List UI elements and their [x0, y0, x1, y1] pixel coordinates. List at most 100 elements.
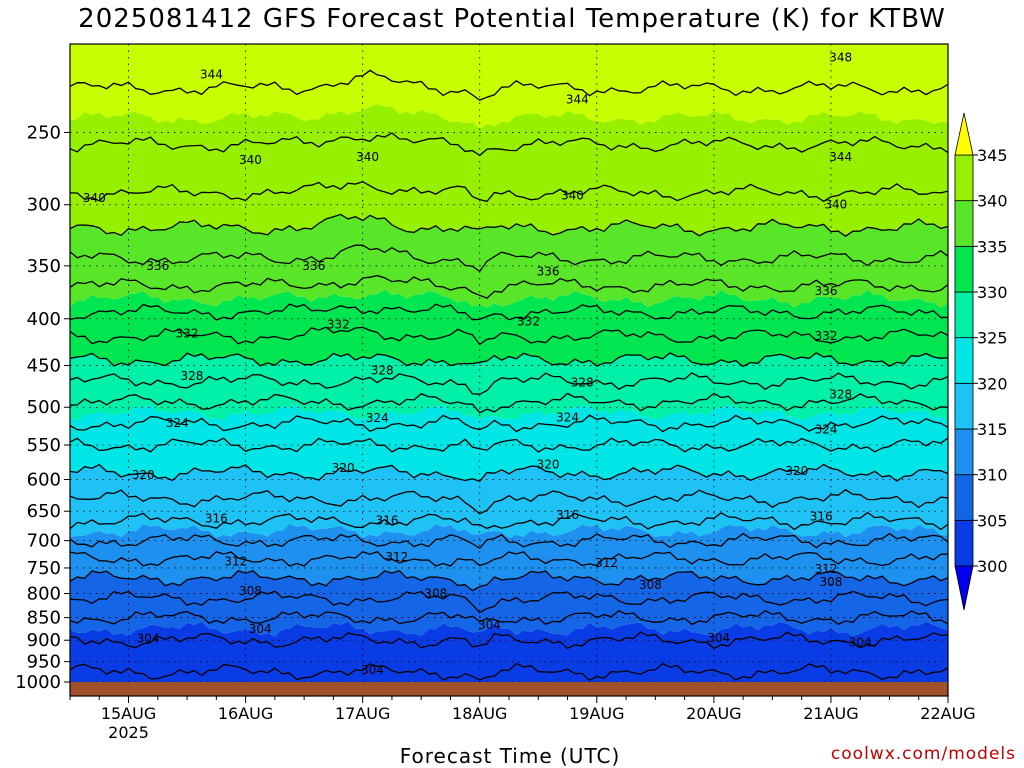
band-305 — [70, 570, 948, 637]
contour-label: 328 — [829, 387, 852, 401]
contour-label: 340 — [561, 188, 584, 202]
contour-label: 316 — [556, 508, 579, 522]
contour-label: 340 — [356, 150, 379, 164]
contour-338 — [70, 244, 948, 273]
contour-label: 340 — [239, 153, 262, 167]
contour-label: 340 — [824, 198, 847, 212]
colorbar-segment — [954, 245, 974, 293]
contour-label: 320 — [132, 468, 155, 482]
y-tick-label: 500 — [27, 397, 61, 418]
contour-306 — [70, 609, 948, 626]
credit-link[interactable]: coolwx.com/models — [830, 744, 1016, 764]
colorbar-extend-top — [954, 112, 974, 156]
y-tick-label: 650 — [27, 501, 61, 522]
contour-label: 336 — [302, 259, 325, 273]
y-tick-label: 450 — [27, 355, 61, 376]
contour-302 — [70, 662, 948, 681]
colorbar-segment — [954, 200, 974, 247]
color-fill-layer — [70, 44, 948, 682]
x-tick-label: 22AUG — [920, 704, 975, 723]
contour-label: 332 — [815, 329, 838, 343]
contour-342 — [70, 180, 948, 203]
contour-label: 320 — [785, 464, 808, 478]
contour-328 — [70, 372, 948, 395]
y-tick-label: 850 — [27, 608, 61, 629]
contour-332 — [70, 326, 948, 346]
y-tick-label: 800 — [27, 584, 61, 605]
contour-label: 304 — [137, 631, 160, 645]
contour-label: 328 — [180, 369, 203, 383]
contour-label: 332 — [517, 315, 540, 329]
contour-label: 332 — [327, 318, 350, 332]
contour-label: 312 — [815, 562, 838, 576]
contour-330 — [70, 352, 948, 368]
colorbar-label: 330 — [977, 283, 1008, 302]
x-tick-sublabel: 2025 — [108, 723, 149, 742]
contour-340 — [70, 213, 948, 237]
x-tick-label: 16AUG — [218, 704, 273, 723]
contour-320 — [70, 463, 948, 483]
colorbar: 300 305 310 315 320 325 330 335 340 345 — [954, 112, 1008, 611]
contour-334 — [70, 303, 948, 321]
contour-322 — [70, 437, 948, 453]
contour-label: 324 — [556, 410, 579, 424]
contour-316 — [70, 511, 948, 531]
contour-label: 344 — [829, 150, 852, 164]
x-tick-label: 15AUG — [101, 704, 156, 723]
contour-344 — [70, 132, 948, 157]
y-tick-label: 1000 — [15, 672, 61, 693]
colorbar-label: 315 — [977, 420, 1008, 439]
contour-label: 308 — [239, 584, 262, 598]
colorbar-segment — [954, 337, 974, 384]
y-tick-label: 600 — [27, 470, 61, 491]
contour-label: 324 — [366, 411, 389, 425]
colorbar-extend-bottom — [954, 565, 974, 611]
contour-310 — [70, 569, 948, 592]
colorbar-label: 325 — [977, 329, 1008, 348]
y-tick-label: 900 — [27, 630, 61, 651]
band-315 — [70, 464, 948, 538]
contour-label: 320 — [537, 458, 560, 472]
y-tick-label: 950 — [27, 652, 61, 673]
colorbar-segment — [954, 382, 974, 430]
colorbar-label: 340 — [977, 192, 1008, 211]
contour-label: 336 — [815, 284, 838, 298]
contour-label: 344 — [200, 68, 223, 82]
contour-326 — [70, 392, 948, 414]
colorbar-segment — [954, 154, 974, 202]
contour-label: 344 — [566, 92, 589, 106]
contour-318 — [70, 488, 948, 515]
x-tick-label: 19AUG — [569, 704, 624, 723]
colorbar-label: 320 — [977, 374, 1008, 393]
y-tick-label: 400 — [27, 309, 61, 330]
colorbar-segment — [954, 474, 974, 521]
contour-label: 304 — [249, 622, 272, 636]
contour-label: 312 — [595, 556, 618, 570]
y-tick-label: 250 — [27, 122, 61, 143]
contour-lines — [70, 69, 948, 681]
contour-304 — [70, 631, 948, 650]
x-tick-label: 20AUG — [686, 704, 741, 723]
contour-324 — [70, 414, 948, 433]
contour-label: 304 — [849, 635, 872, 649]
contour-label: 312 — [385, 550, 408, 564]
band-330 — [70, 289, 948, 367]
colorbar-segment — [954, 291, 974, 339]
contour-label: 304 — [707, 631, 730, 645]
chart-title: 2025081412 GFS Forecast Potential Temper… — [78, 4, 946, 34]
contour-label: 332 — [176, 326, 199, 340]
colorbar-label: 305 — [977, 511, 1008, 530]
colorbar-label: 300 — [977, 557, 1008, 576]
colorbar-label: 335 — [977, 237, 1008, 256]
band-325 — [70, 352, 948, 422]
x-tick-label: 18AUG — [452, 704, 507, 723]
contour-label: 336 — [146, 259, 169, 273]
contour-label: 340 — [83, 191, 106, 205]
x-axis-title: Forecast Time (UTC) — [399, 744, 621, 768]
contour-label: 328 — [371, 364, 394, 378]
contour-label: 312 — [224, 555, 247, 569]
contour-label: 316 — [205, 511, 228, 525]
colorbar-label: 345 — [977, 146, 1008, 165]
